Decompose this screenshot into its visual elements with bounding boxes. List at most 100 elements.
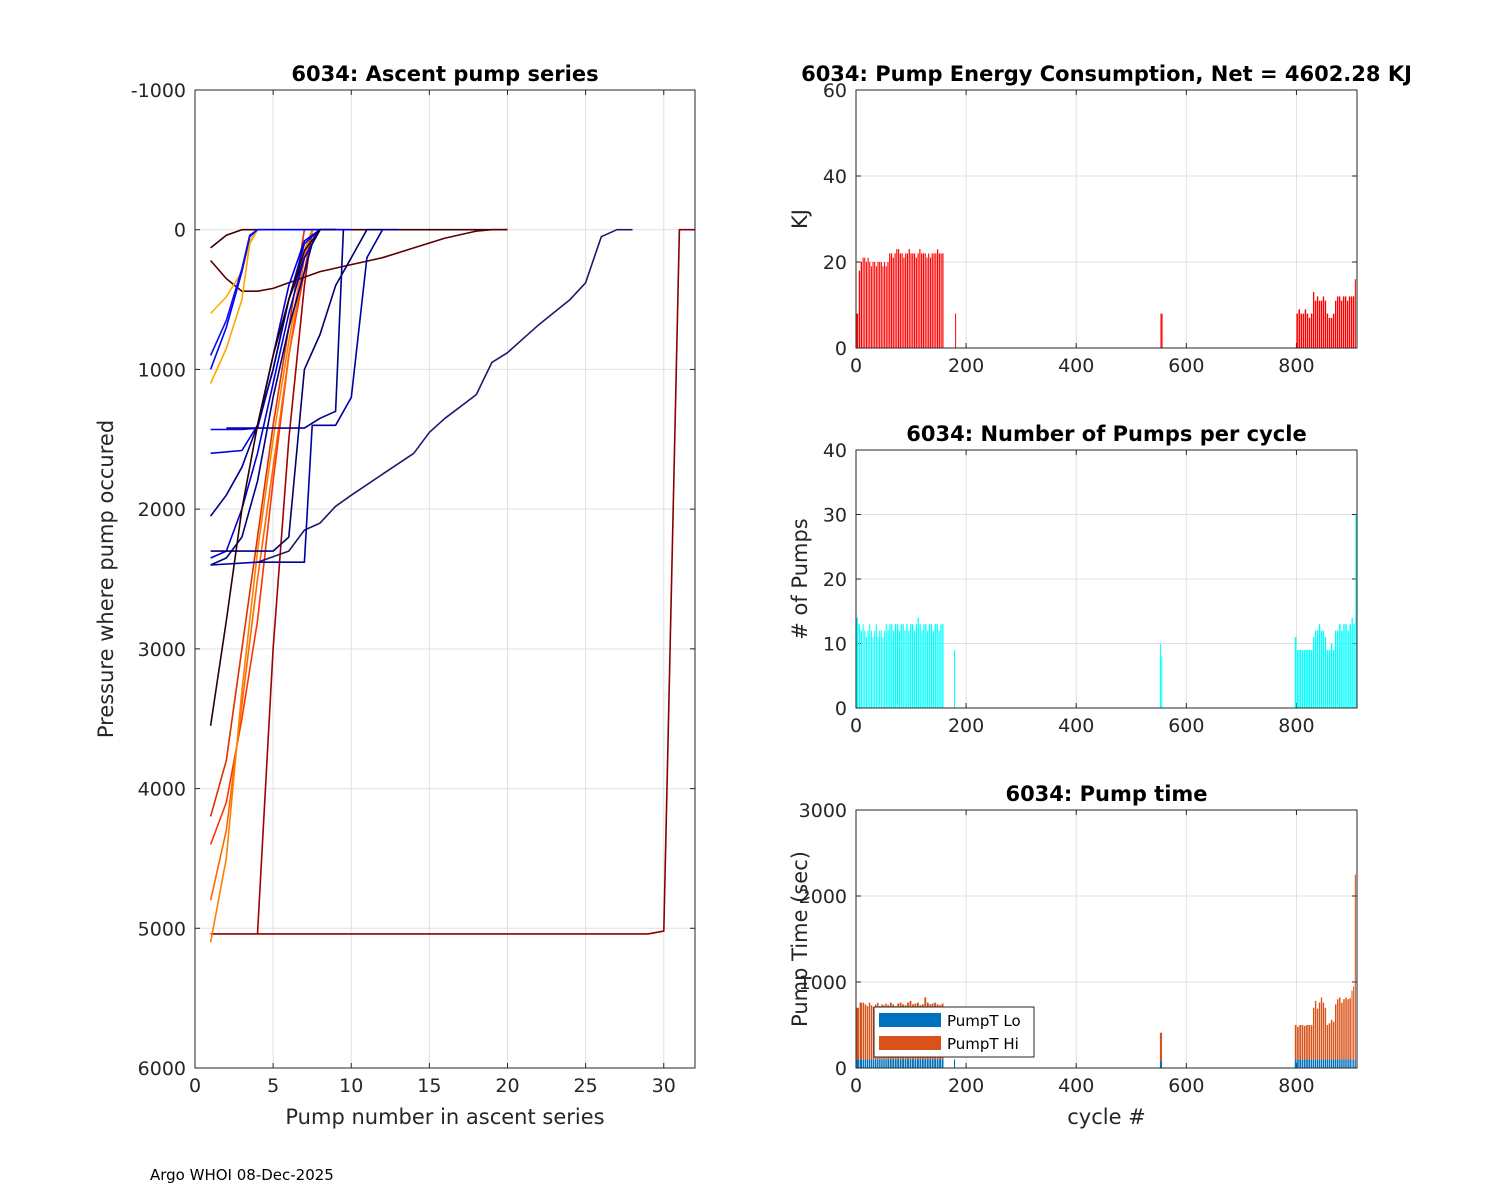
bar-pumpt-lo [1310, 1059, 1313, 1068]
bar-pumpt-lo [897, 1059, 900, 1068]
ascent-ytick-label: 2000 [138, 499, 186, 521]
bar-energy [1306, 313, 1309, 348]
bar-energy [1334, 300, 1337, 348]
bar-pumpt-lo [1330, 1059, 1333, 1068]
bar-pumps [1337, 630, 1339, 708]
bar-pumps [889, 624, 891, 708]
ascent-xtick-label: 0 [189, 1075, 201, 1097]
bar-pumps [862, 624, 864, 708]
bar-pumps [915, 624, 918, 708]
bar-energy [913, 253, 916, 348]
bar-pumps [1347, 630, 1349, 708]
bar-energy [899, 253, 901, 348]
ascent-xtick-label: 10 [339, 1075, 363, 1097]
bar-pumpt-hi [856, 1007, 859, 1060]
ascent-grid [195, 90, 695, 1068]
bar-pumps [1328, 649, 1331, 708]
ascent-ylabel: Pressure where pump occured [94, 420, 118, 738]
bar-pumps [874, 630, 876, 708]
bar-pumps [942, 624, 944, 708]
bar-energy [929, 257, 932, 348]
bar-pumps [870, 630, 872, 708]
bar-pumps [1345, 624, 1347, 708]
bar-pumpt-hi [1297, 1026, 1299, 1060]
bar-pumps [940, 624, 942, 708]
bar-pumpt-lo [916, 1059, 919, 1068]
pumptime-xtick-label: 400 [1058, 1075, 1094, 1097]
ascent-plot-area [195, 90, 695, 1068]
bar-pumpt-hi [1303, 1025, 1306, 1060]
ascent-ytick-label: 1000 [138, 359, 186, 381]
bar-pumps [1334, 630, 1337, 708]
pumps-marks [856, 514, 1357, 708]
energy-xtick-label: 800 [1278, 355, 1314, 377]
bar-energy [926, 257, 928, 348]
bar-pumps [1322, 630, 1325, 708]
bar-pumps [1294, 637, 1297, 708]
ascent-xtick-label: 15 [417, 1075, 441, 1097]
bar-pumps [928, 624, 931, 708]
legend-swatch-lo [879, 1013, 941, 1027]
bar-energy [885, 266, 887, 348]
bar-energy [892, 257, 894, 348]
bar-pumpt-lo [874, 1059, 877, 1068]
pumptime-ytick-label: 0 [835, 1058, 847, 1080]
energy-ytick-label: 0 [835, 338, 847, 360]
bar-pumps [864, 630, 866, 708]
bar-energy [875, 266, 877, 348]
bar-energy [1308, 317, 1311, 348]
bar-energy [1328, 317, 1331, 348]
ascent-axes-frame [194, 89, 696, 1069]
bar-pumpt-lo [1294, 1059, 1297, 1068]
bar-pumps [906, 624, 908, 708]
bar-energy [1316, 296, 1319, 348]
bar-pumpt-lo [1349, 1059, 1351, 1068]
bar-energy [922, 253, 924, 348]
bar-pumpt-lo [1337, 1059, 1339, 1068]
bar-pumpt-hi [1320, 997, 1323, 1060]
bar-energy [1332, 313, 1335, 348]
bar-pumpt-hi [1337, 999, 1339, 1060]
bar-pumps [887, 630, 889, 708]
bar-pumpt-lo [1351, 1059, 1353, 1068]
bar-pumpt-hi [1345, 997, 1347, 1060]
bar-pumpt-lo [881, 1059, 883, 1068]
bar-pumpt-lo [1345, 1059, 1347, 1068]
pumptime-axes-frame [855, 809, 1358, 1069]
pumptime-xtick-label: 600 [1168, 1075, 1204, 1097]
bar-pumps [932, 630, 935, 708]
bar-pumpt-lo [941, 1059, 944, 1068]
bar-pumpt-hi [864, 1004, 867, 1060]
bar-energy [865, 262, 867, 348]
bar-pumps [900, 624, 902, 708]
pumps-ytick-label: 40 [823, 440, 847, 462]
bar-pumpt-hi [1354, 874, 1356, 1060]
pumps-xtick-label: 600 [1168, 715, 1204, 737]
pumps-xtick-label: 800 [1278, 715, 1314, 737]
bar-energy [884, 262, 886, 348]
legend-label-hi: PumpT Hi [947, 1035, 1019, 1053]
bar-pumps [1301, 649, 1304, 708]
bar-pumpt-lo [1347, 1059, 1349, 1068]
bar-energy [1312, 292, 1315, 348]
bar-energy [887, 262, 889, 348]
bar-energy [1160, 313, 1162, 348]
bar-pumpt-hi [1353, 986, 1355, 1060]
energy-plot-area [856, 90, 1357, 348]
bar-pumps [917, 617, 919, 708]
energy-marks [856, 249, 1356, 348]
bar-pumpt-lo [856, 1059, 859, 1068]
bar-pumps [896, 624, 899, 708]
legend-label-lo: PumpT Lo [947, 1012, 1021, 1030]
bar-energy [940, 253, 942, 348]
bar-energy [877, 262, 879, 348]
energy-ytick-label: 60 [823, 80, 847, 102]
pumptime-xtick-label: 0 [850, 1075, 862, 1097]
series-line-mid-blue-b [210, 228, 336, 455]
bar-pumpt-lo [870, 1059, 873, 1068]
bar-energy [882, 266, 884, 348]
bar-energy [1298, 309, 1300, 348]
ascent-chart: 0 5 10 15 20 25 30 -1000 0 1000 2000 3000 4000 5000 60… [94, 62, 696, 1129]
bar-pumpt-hi [1306, 1025, 1308, 1060]
